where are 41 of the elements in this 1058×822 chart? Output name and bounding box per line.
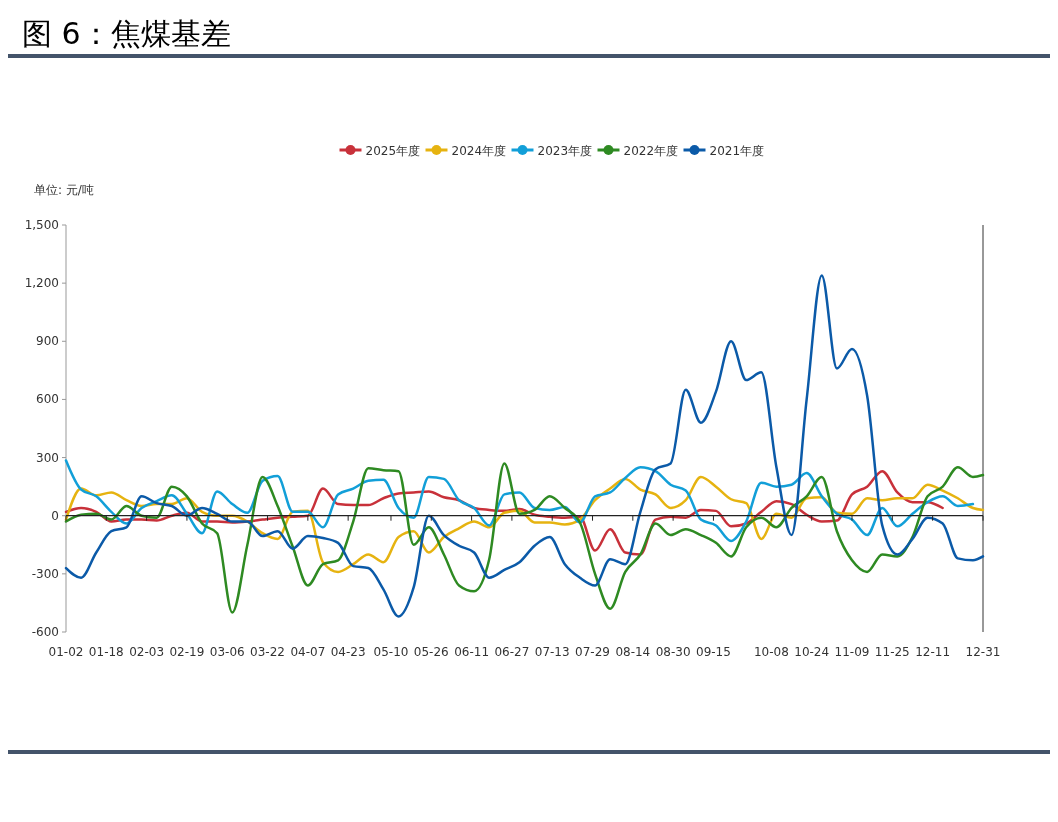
line-series <box>64 462 985 614</box>
line-series <box>64 274 985 618</box>
y-tick-label: 1,200 <box>24 276 59 291</box>
x-tick-label: 10-24 <box>794 645 830 659</box>
legend-label: 2024年度 <box>451 143 507 158</box>
x-tick-label: 04-23 <box>330 645 366 659</box>
y-tick-label: 600 <box>36 392 59 407</box>
y-tick-label: 900 <box>36 334 59 349</box>
y-tick-label: -300 <box>31 566 59 581</box>
y-tick-label: 300 <box>36 450 59 465</box>
x-tick-label: 02-03 <box>129 645 165 659</box>
legend-label: 2023年度 <box>537 143 593 158</box>
x-tick-label: 08-30 <box>655 645 691 659</box>
x-tick-label: 05-26 <box>413 645 449 659</box>
x-tick-label: 11-25 <box>874 645 910 659</box>
x-tick-label: 03-06 <box>209 645 245 659</box>
x-tick-label: 06-11 <box>454 645 490 659</box>
x-tick-label: 07-13 <box>534 645 570 659</box>
y-tick-label: 1,500 <box>24 218 59 232</box>
x-tick-label: 12-11 <box>915 645 951 659</box>
x-tick-label: 01-02 <box>48 645 84 659</box>
x-tick-label: 05-10 <box>373 645 409 659</box>
legend-label: 2025年度 <box>365 143 421 158</box>
y-tick-label: -600 <box>31 625 59 639</box>
x-tick-label: 04-07 <box>290 645 326 659</box>
x-tick-label: 09-15 <box>696 645 731 659</box>
y-axis-title: 单位: 元/吨 <box>34 183 94 197</box>
x-tick-label: 03-22 <box>250 645 285 659</box>
legend-label: 2022年度 <box>623 143 679 158</box>
x-tick-label: 11-09 <box>834 645 870 659</box>
chart-title: 图 6：焦煤基差 <box>22 16 231 51</box>
x-tick-label: 12-31 <box>965 645 1001 659</box>
x-tick-label: 07-29 <box>575 645 610 659</box>
line-series <box>64 459 975 543</box>
x-tick-label: 06-27 <box>494 645 530 659</box>
y-tick-label: 0 <box>51 508 59 523</box>
legend-label: 2021年度 <box>709 143 765 158</box>
x-tick-label: 10-08 <box>753 645 789 659</box>
x-tick-label: 08-14 <box>615 645 651 659</box>
x-tick-label: 01-18 <box>88 645 124 659</box>
x-tick-label: 02-19 <box>169 645 205 659</box>
